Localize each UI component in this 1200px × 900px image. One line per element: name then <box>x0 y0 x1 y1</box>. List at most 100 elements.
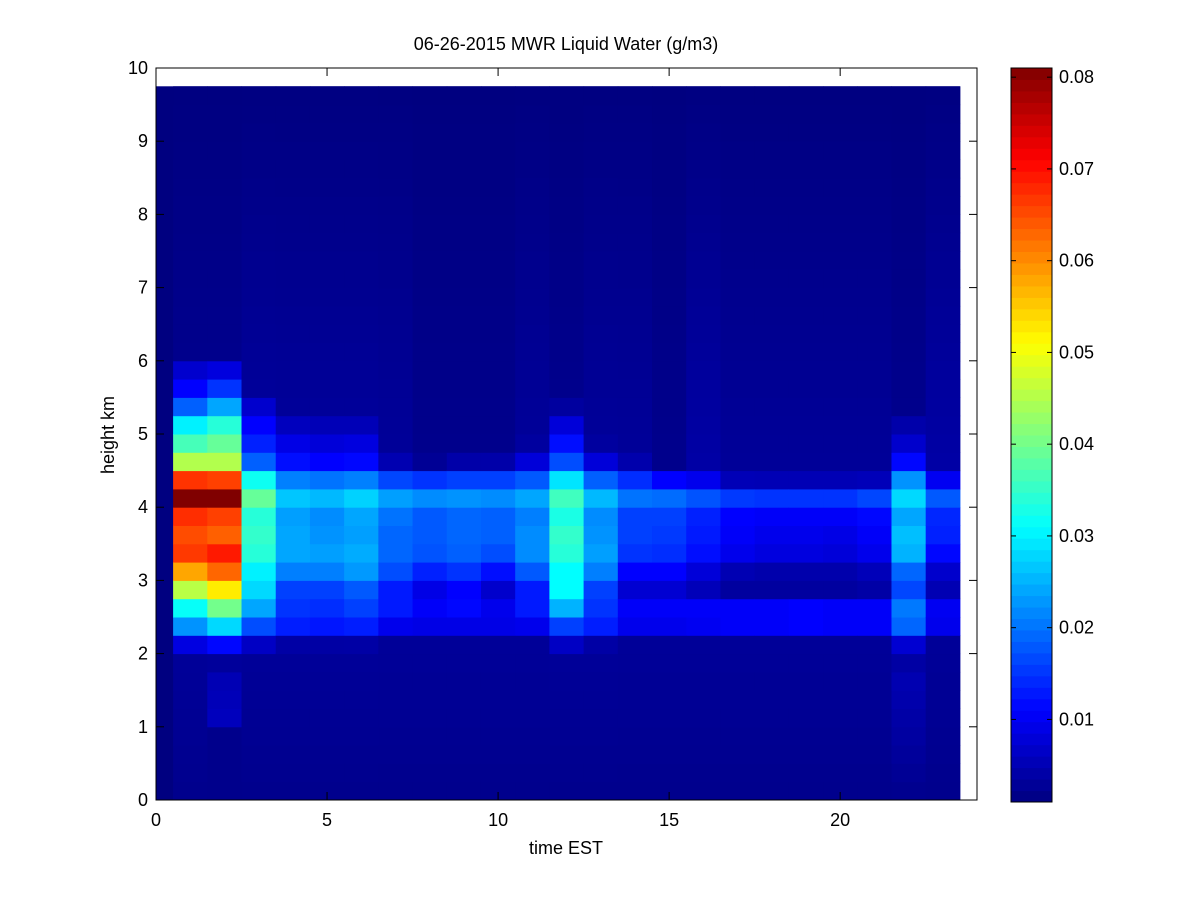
colorbar-swatch <box>1011 274 1052 287</box>
x-tick-label: 20 <box>830 810 850 830</box>
heatmap-cell <box>583 763 619 783</box>
heatmap-cell <box>309 196 345 215</box>
heatmap-cell <box>480 159 516 179</box>
heatmap-cell <box>241 159 277 179</box>
heatmap-cell <box>275 86 311 106</box>
heatmap-cell <box>857 159 892 179</box>
heatmap-cell <box>720 617 756 636</box>
heatmap-cell <box>925 580 961 600</box>
heatmap-cell <box>823 141 858 160</box>
heatmap-cell <box>173 86 208 106</box>
heatmap-cell <box>309 543 345 563</box>
heatmap-cell <box>378 525 414 545</box>
heatmap-cell <box>891 598 927 618</box>
heatmap-cell <box>925 726 961 746</box>
heatmap-cell <box>378 141 414 160</box>
heatmap-cell <box>309 379 345 398</box>
heatmap-cell <box>754 470 790 490</box>
heatmap-cell <box>241 269 277 289</box>
heatmap-cell <box>686 434 721 453</box>
heatmap-cell <box>173 287 208 307</box>
heatmap-cell <box>207 525 243 545</box>
y-tick-label: 1 <box>138 717 148 737</box>
heatmap-cell <box>686 525 721 545</box>
heatmap-cell <box>344 122 379 142</box>
heatmap-cell <box>925 287 961 307</box>
heatmap-cell <box>241 507 277 526</box>
heatmap-cell <box>275 104 311 124</box>
colorbar-swatch <box>1011 228 1052 241</box>
heatmap-cell <box>515 397 550 417</box>
heatmap-cell <box>652 781 687 801</box>
heatmap-cell <box>309 726 345 746</box>
heatmap-cell <box>480 434 516 453</box>
heatmap-cell <box>652 562 687 581</box>
heatmap-cell <box>275 434 311 453</box>
heatmap-cell <box>686 214 721 234</box>
heatmap-cell <box>207 726 243 746</box>
colorbar-swatch <box>1011 412 1052 425</box>
heatmap-cell <box>344 324 379 343</box>
heatmap-cell <box>549 488 585 508</box>
heatmap-cell <box>275 305 311 325</box>
heatmap-cell <box>720 232 756 252</box>
heatmap-cell <box>480 104 516 124</box>
x-tick-label: 15 <box>659 810 679 830</box>
heatmap-cell <box>515 287 550 307</box>
heatmap-cell <box>686 122 721 142</box>
heatmap-cell <box>275 488 311 508</box>
heatmap-cell <box>652 251 687 270</box>
heatmap-cell <box>275 122 311 142</box>
heatmap-cell <box>788 122 824 142</box>
heatmap-cell <box>275 324 311 343</box>
heatmap-cell <box>788 196 824 215</box>
heatmap-cell <box>173 745 208 764</box>
heatmap-cell <box>207 287 243 307</box>
heatmap-cell <box>754 452 790 472</box>
heatmap-cell <box>412 598 448 618</box>
heatmap-cell <box>241 251 277 270</box>
heatmap-cell <box>412 507 448 526</box>
heatmap-cell <box>241 543 277 563</box>
heatmap-cell <box>720 86 756 106</box>
heatmap-cell <box>857 287 892 307</box>
heatmap-cell <box>344 470 379 490</box>
heatmap-cell <box>583 342 619 362</box>
heatmap-cell <box>344 488 379 508</box>
heatmap-cell <box>378 488 414 508</box>
heatmap-cell <box>515 470 550 490</box>
heatmap-cell <box>241 726 277 746</box>
heatmap-cell <box>788 580 824 600</box>
heatmap-cell <box>378 86 414 106</box>
heatmap-cell <box>891 525 927 545</box>
heatmap-cell <box>378 745 414 764</box>
heatmap-cell <box>925 617 961 636</box>
heatmap-cell <box>754 415 790 435</box>
heatmap-cell <box>788 452 824 472</box>
heatmap-cell <box>891 781 927 801</box>
heatmap-cell <box>583 251 619 270</box>
heatmap-cell <box>754 434 790 453</box>
heatmap-cell <box>412 488 448 508</box>
heatmap-cell <box>549 763 585 783</box>
heatmap-cell <box>686 415 721 435</box>
y-tick-label: 3 <box>138 570 148 590</box>
heatmap-cell <box>480 324 516 343</box>
heatmap-cell <box>412 141 448 160</box>
heatmap-cell <box>925 415 961 435</box>
heatmap-cell <box>720 196 756 215</box>
heatmap-cell <box>275 177 311 197</box>
heatmap-cell <box>378 324 414 343</box>
heatmap-cell <box>652 415 687 435</box>
heatmap-cell <box>412 617 448 636</box>
heatmap-cell <box>686 653 721 673</box>
heatmap-cell <box>583 122 619 142</box>
heatmap-cell <box>173 196 208 215</box>
heatmap-cell <box>891 104 927 124</box>
heatmap-cell <box>823 507 858 526</box>
y-tick-label: 7 <box>138 278 148 298</box>
heatmap-cell <box>823 251 858 270</box>
heatmap-cell <box>515 86 550 106</box>
heatmap-cell <box>686 342 721 362</box>
heatmap-cell <box>412 543 448 563</box>
